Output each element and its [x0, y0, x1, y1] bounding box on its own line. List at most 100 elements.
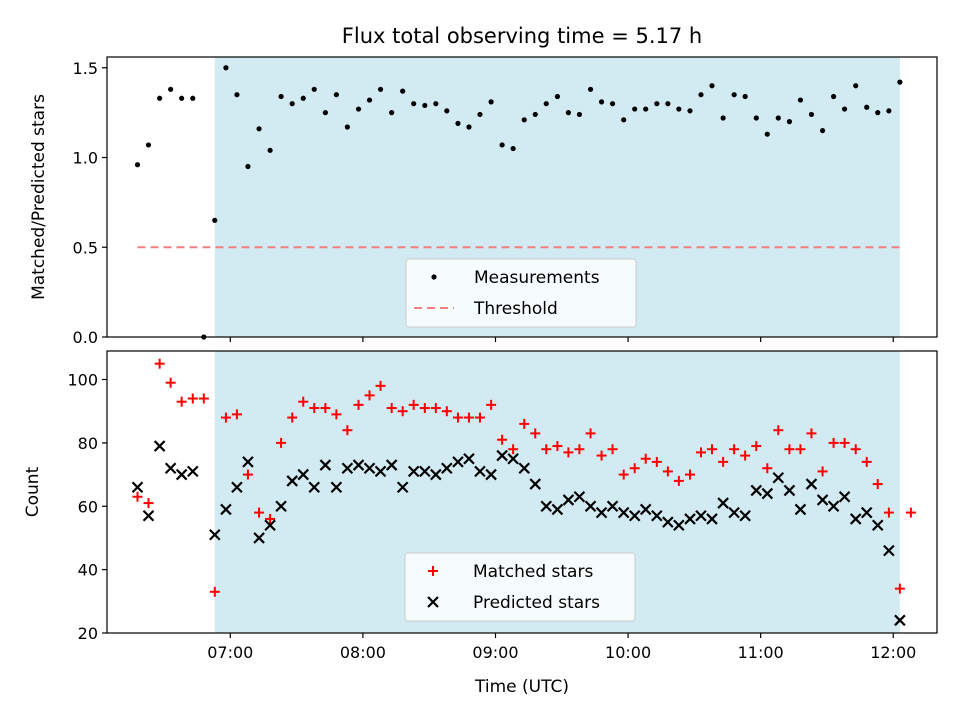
measurement-point — [477, 111, 483, 118]
measurement-point — [411, 101, 417, 107]
measurement-point — [521, 117, 527, 123]
predicted-star-point — [264, 519, 276, 532]
measurement-point — [775, 115, 781, 121]
legend-entry: Threshold — [414, 299, 558, 319]
matched-star-point — [132, 491, 143, 502]
predicted-star-point — [728, 506, 740, 519]
measurement-point — [168, 86, 174, 92]
y-axis-label: Count — [23, 466, 43, 517]
matched-star-point — [861, 456, 872, 467]
predicted-star-point — [673, 519, 685, 532]
matched-star-point — [817, 466, 828, 477]
predicted-star-point — [761, 487, 774, 500]
matched-star-point — [883, 507, 894, 518]
measurement-point — [698, 92, 704, 98]
predicted-star-point — [662, 516, 674, 528]
predicted-star-point — [419, 465, 431, 478]
measurement-point — [598, 99, 605, 105]
predicted-star-point — [430, 468, 442, 481]
matched-star-point — [331, 409, 342, 420]
measurement-point — [731, 92, 737, 98]
matched-star-point — [695, 447, 706, 458]
predicted-star-point — [463, 452, 475, 465]
predicted-star-point — [341, 462, 354, 475]
measurement-point — [389, 110, 395, 116]
predicted-star-point — [540, 500, 553, 513]
measurement-point — [377, 86, 384, 92]
measurement-point — [300, 95, 306, 101]
matched-star-point — [320, 403, 331, 414]
matched-star-point — [806, 428, 817, 439]
matched-star-point — [154, 358, 165, 369]
predicted-star-point — [407, 465, 420, 478]
matched-star-point — [740, 450, 751, 461]
axes-frame — [106, 56, 938, 338]
matched-star-point — [198, 393, 209, 404]
axes-frame — [106, 350, 938, 634]
predicted-star-point — [695, 509, 707, 522]
matched-star-point — [773, 425, 784, 436]
legend-label: Matched stars — [473, 562, 593, 582]
y-tick-label: 20 — [78, 624, 98, 643]
predicted-star-point — [286, 475, 299, 487]
measurement-point — [400, 88, 406, 94]
matched-star-point — [762, 463, 773, 474]
matched-star-point — [220, 412, 231, 423]
legend-label: Threshold — [473, 299, 558, 319]
predicted-star-point — [297, 468, 310, 481]
measurement-point — [344, 124, 350, 130]
measurement-point — [753, 115, 759, 121]
x-tick-label: 11:00 — [738, 643, 784, 662]
matched-star-point — [342, 425, 353, 436]
matched-star-point — [165, 377, 176, 388]
measurement-point — [643, 106, 649, 112]
legend-box — [405, 258, 637, 328]
matched-star-point — [850, 444, 861, 455]
y-tick-label: 1.0 — [73, 149, 98, 168]
matched-star-point — [651, 456, 662, 467]
series-matched-stars — [132, 358, 916, 597]
measurement-point — [234, 92, 240, 98]
matched-star-point — [231, 409, 242, 420]
predicted-star-point — [441, 462, 453, 475]
measurement-point — [609, 101, 616, 107]
measurement-point — [632, 106, 638, 112]
y-tick-label: 80 — [78, 434, 98, 453]
measurement-point — [212, 217, 218, 223]
predicted-star-point — [452, 456, 464, 468]
measurement-point — [499, 142, 505, 148]
predicted-star-point — [816, 494, 829, 506]
predicted-star-point — [142, 509, 155, 522]
matched-star-point — [629, 463, 640, 474]
matched-star-point — [441, 406, 452, 417]
measurement-point — [576, 111, 583, 118]
predicted-star-point — [485, 468, 497, 481]
measurement-point — [245, 163, 251, 170]
series-predicted-stars — [131, 440, 906, 627]
matched-star-point — [508, 444, 519, 455]
predicted-star-point — [838, 490, 851, 503]
x-tick-label: 09:00 — [472, 643, 518, 662]
matched-star-point — [718, 456, 729, 467]
predicted-star-point — [209, 528, 221, 541]
predicted-star-point — [628, 509, 641, 522]
predicted-star-point — [739, 509, 751, 522]
predicted-star-point — [474, 465, 486, 478]
predicted-star-point — [860, 506, 873, 519]
legend-predicted-marker — [427, 596, 439, 608]
matched-star-point — [375, 380, 386, 391]
predicted-star-point — [153, 440, 166, 452]
measurement-point — [864, 104, 870, 110]
predicted-star-point — [308, 481, 321, 494]
matched-star-point — [353, 399, 364, 410]
measurement-point — [565, 110, 572, 116]
measurement-point — [720, 115, 726, 121]
predicted-star-point — [352, 459, 365, 471]
predicted-star-point — [684, 513, 696, 525]
matched-star-point — [486, 399, 497, 410]
measurement-point — [621, 117, 627, 123]
matched-star-point — [298, 396, 309, 407]
measurement-point — [819, 127, 826, 134]
measurement-point — [179, 95, 185, 101]
